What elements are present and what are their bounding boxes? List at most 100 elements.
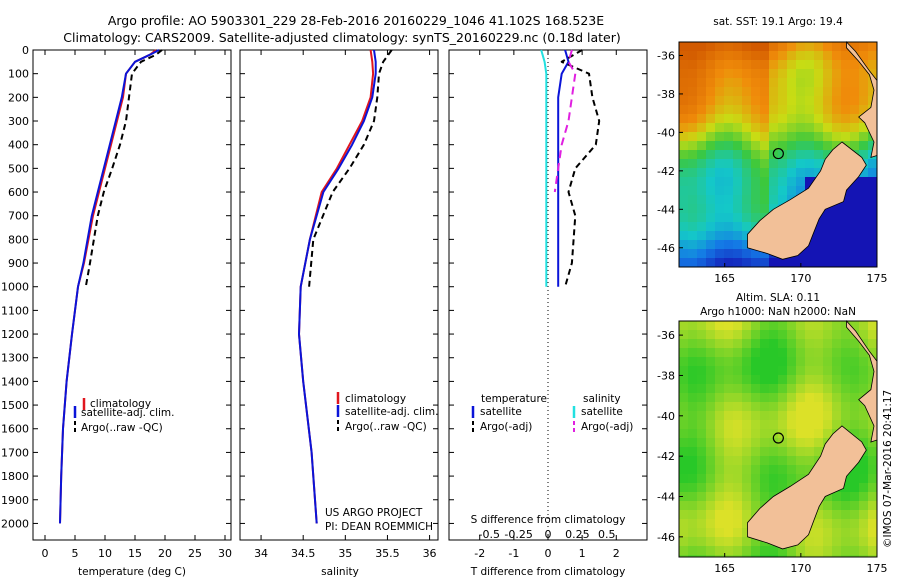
map-cell [715, 519, 724, 528]
map-y-tick-label: -46 [657, 242, 675, 255]
map-cell [697, 384, 706, 393]
map-cell [814, 87, 823, 96]
map-cell [715, 348, 724, 357]
map-cell [850, 186, 859, 195]
map-cell [787, 384, 796, 393]
map-cell [697, 222, 706, 231]
map-cell [814, 132, 823, 141]
map-cell [796, 159, 805, 168]
map-cell [841, 510, 850, 519]
map-cell [697, 555, 706, 557]
map-cell [859, 537, 868, 546]
map-cell [805, 258, 814, 267]
map-cell [778, 465, 787, 474]
map-cell [769, 465, 778, 474]
legend-label-satellite: satellite-adj. clim. [345, 406, 438, 418]
map-cell [688, 69, 697, 78]
map-cell [751, 546, 760, 555]
map-cell [805, 159, 814, 168]
map-cell [742, 96, 751, 105]
map-cell [859, 411, 868, 420]
map-cell [859, 330, 868, 339]
map-cell [814, 60, 823, 69]
map-cell [724, 186, 733, 195]
map-cell [841, 96, 850, 105]
map-cell [724, 114, 733, 123]
map-cell [760, 438, 769, 447]
map-cell [859, 510, 868, 519]
map-cell [688, 321, 697, 330]
map-cell [814, 510, 823, 519]
map-cell [742, 123, 751, 132]
y-tick-label: 1500 [1, 399, 29, 412]
map-cell [769, 132, 778, 141]
map-cell [679, 402, 688, 411]
map-cell [679, 150, 688, 159]
map-cell [778, 150, 787, 159]
map-cell [742, 150, 751, 159]
map-cell [850, 510, 859, 519]
map-cell [814, 339, 823, 348]
map-cell [850, 366, 859, 375]
map-cell [706, 528, 715, 537]
map-cell [715, 96, 724, 105]
map-cell [841, 348, 850, 357]
map-cell [859, 474, 868, 483]
map-cell [724, 393, 733, 402]
map-cell [760, 204, 769, 213]
map-cell [859, 69, 868, 78]
map-cell [868, 348, 877, 357]
map-cell [724, 456, 733, 465]
legend-title-salinity: salinity [583, 393, 621, 405]
map-cell [697, 321, 706, 330]
map-cell [787, 375, 796, 384]
map-cell [679, 339, 688, 348]
map-cell [769, 384, 778, 393]
map-cell [796, 96, 805, 105]
map-cell [841, 321, 850, 330]
map-cell [679, 105, 688, 114]
map-cell [859, 321, 868, 330]
x-tick-label: 20 [158, 547, 172, 560]
map-cell [868, 546, 877, 555]
s-tick-label: -0.25 [504, 528, 532, 541]
map-cell [769, 438, 778, 447]
map-cell [679, 348, 688, 357]
map-cell [769, 330, 778, 339]
map-cell [823, 357, 832, 366]
map-cell [796, 321, 805, 330]
map-cell [850, 114, 859, 123]
argo-position-marker [772, 147, 784, 160]
map-cell [751, 357, 760, 366]
map-frame [678, 320, 878, 558]
map-cell [715, 357, 724, 366]
map-cell [724, 366, 733, 375]
map-cell [805, 60, 814, 69]
map-cell [688, 429, 697, 438]
map-cell [859, 546, 868, 555]
map-cell [751, 483, 760, 492]
map-x-tick-label: 175 [867, 272, 888, 285]
map-cell [832, 393, 841, 402]
map-cell [733, 321, 742, 330]
map-cell [742, 186, 751, 195]
map-cell [697, 519, 706, 528]
map-cell [760, 51, 769, 60]
map-cell [706, 465, 715, 474]
map-cell [778, 78, 787, 87]
map-cell [724, 339, 733, 348]
map-cell [706, 555, 715, 557]
map-cell [724, 528, 733, 537]
map-cell [688, 357, 697, 366]
map-cell [841, 105, 850, 114]
map-cell [688, 492, 697, 501]
map-cell [724, 96, 733, 105]
map-cell [868, 474, 877, 483]
map-cell [760, 69, 769, 78]
map-cell [859, 141, 868, 150]
map-cell [715, 222, 724, 231]
y-tick-label: 1300 [1, 352, 29, 365]
map-cell [706, 231, 715, 240]
map-cell [724, 132, 733, 141]
map-cell [706, 249, 715, 258]
